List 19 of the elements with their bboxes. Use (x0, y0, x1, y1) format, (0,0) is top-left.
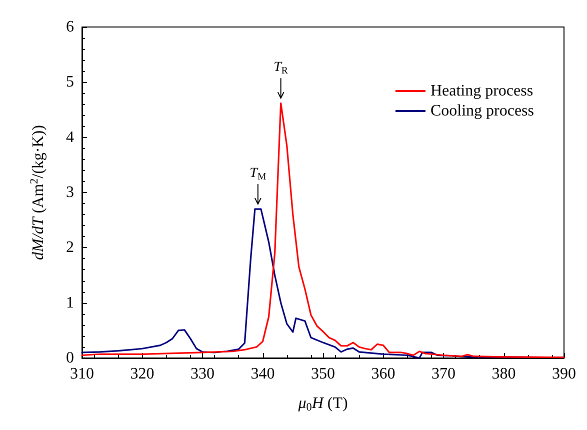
y-tick-label: 6 (66, 18, 74, 36)
y-axis-title: dM/dT (Am2/(kg·K)) (28, 125, 47, 260)
y-tick-label: 5 (66, 74, 74, 91)
x-tick-label: 370 (432, 366, 456, 382)
x-tick-label: 360 (371, 366, 396, 382)
y-tick-label: 0 (66, 350, 74, 366)
x-tick-label: 330 (190, 366, 214, 382)
y-tick-label: 2 (66, 239, 74, 256)
legend-label: Cooling process (430, 102, 534, 120)
x-tick-label: 380 (492, 366, 516, 382)
y-tick-label: 4 (66, 128, 74, 146)
y-tick-label: 3 (66, 184, 74, 201)
x-tick-label: 350 (311, 366, 335, 382)
legend-label: Heating process (430, 82, 534, 100)
x-tick-label: 340 (250, 366, 275, 382)
x-tick-label: 390 (552, 366, 576, 382)
y-tick-label: 1 (66, 294, 74, 312)
x-tick-label: 320 (130, 366, 154, 382)
x-tick-label: 310 (70, 366, 94, 382)
